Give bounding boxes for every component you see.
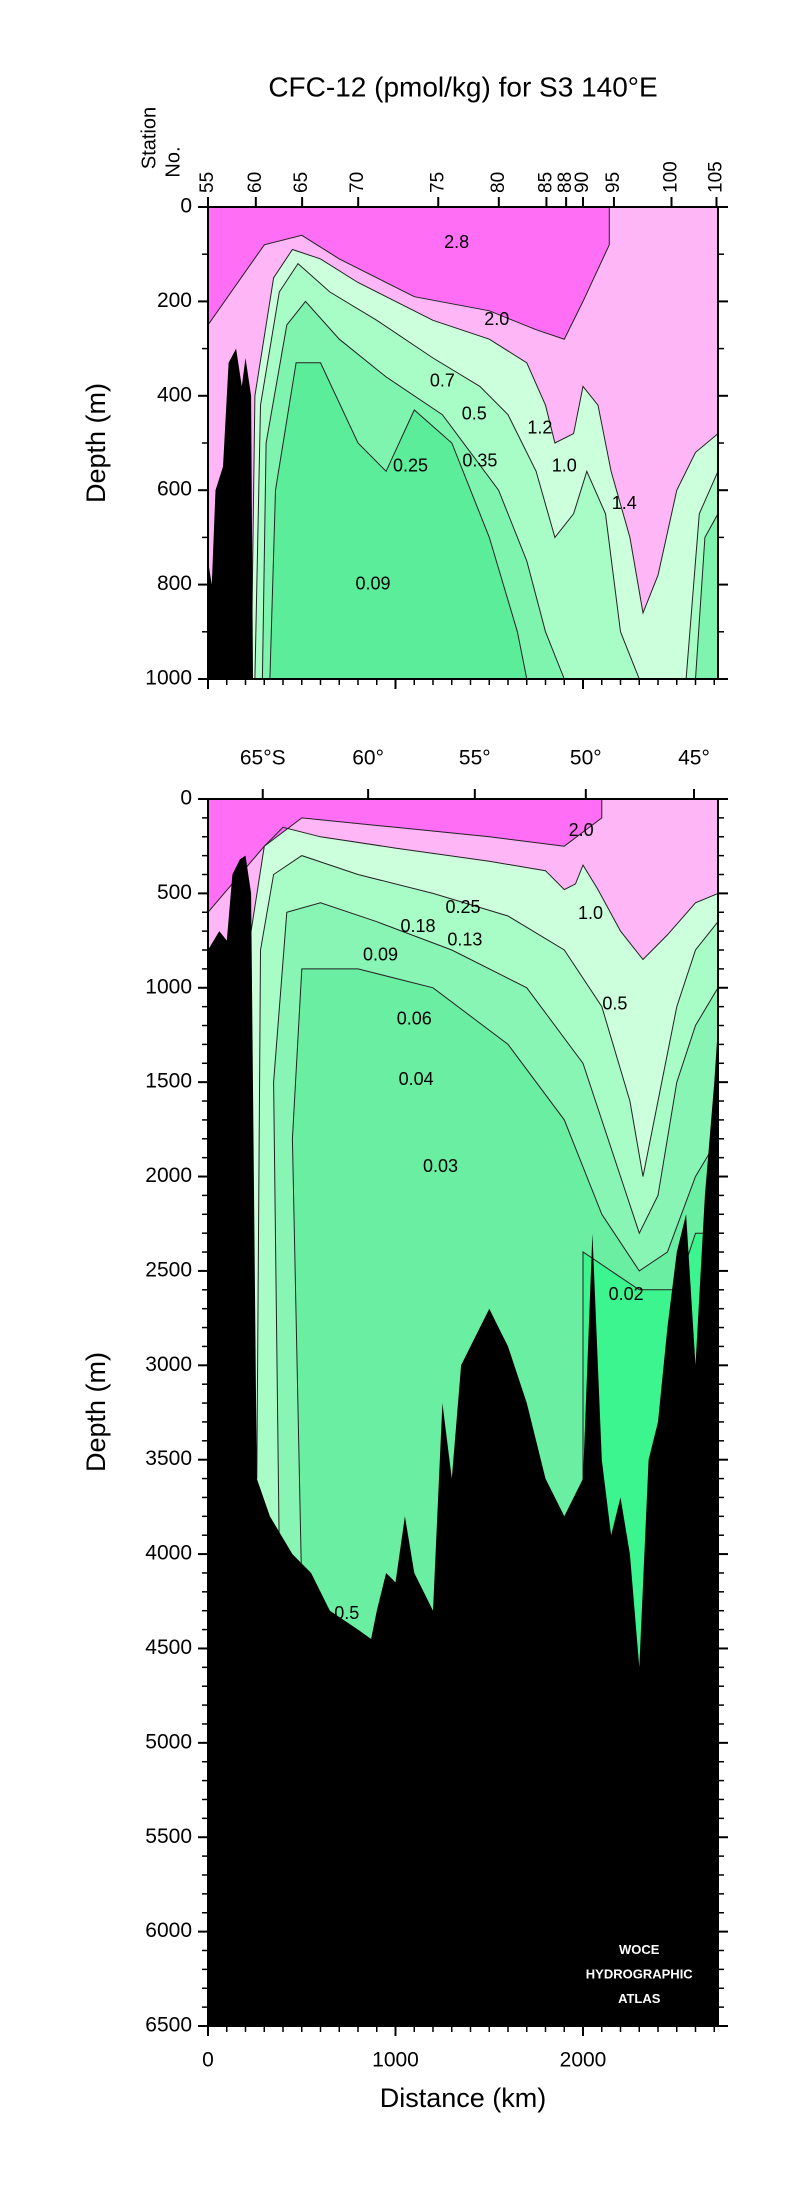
y-tick-label: 1500 <box>145 1070 192 1093</box>
contour-label: 0.02 <box>609 1284 644 1304</box>
y-tick-label: 1000 <box>145 667 192 690</box>
latitude-label: 55° <box>459 747 491 770</box>
contour-label: 0.09 <box>363 944 398 964</box>
y-tick-label: 0 <box>180 787 192 810</box>
station-label: 85 <box>535 172 556 193</box>
y-tick-label: 4500 <box>145 1636 192 1659</box>
x-axis-title: Distance (km) <box>380 2083 547 2113</box>
y-tick-label: 0 <box>180 195 192 218</box>
station-label: Station <box>138 107 160 169</box>
latitude-label: 50° <box>570 747 602 770</box>
contour-label: 2.0 <box>569 820 594 840</box>
field <box>208 207 718 679</box>
contour-label: 0.25 <box>445 897 480 917</box>
top-panel <box>208 207 718 679</box>
green-band <box>269 362 527 679</box>
contour-label: 1.0 <box>578 903 603 923</box>
bottom-panel <box>208 799 718 2026</box>
station-label: 65 <box>291 172 312 193</box>
contour-line <box>582 1232 718 2026</box>
station-label: 100 <box>661 161 682 193</box>
contour-label: 0.13 <box>447 929 482 949</box>
y-axis-title: Depth (m) <box>81 383 111 503</box>
contour-line <box>254 262 718 679</box>
y-tick-label: 600 <box>157 478 192 501</box>
contour-label: 0.7 <box>430 370 455 390</box>
y-tick-label: 1000 <box>145 975 192 998</box>
station-label: 88 <box>555 172 576 193</box>
contour-line <box>250 826 718 961</box>
x-tick-label: 0 <box>202 2049 214 2072</box>
contour-line <box>261 300 718 679</box>
field <box>208 799 718 2026</box>
y-tick-label: 500 <box>157 881 192 904</box>
contour-label: 0.35 <box>462 451 497 471</box>
contour-line <box>256 855 718 1479</box>
contour-line <box>273 902 718 1555</box>
contour-line <box>250 248 718 679</box>
contour-label: 0.25 <box>393 455 428 475</box>
contour-label: 0.03 <box>423 1156 458 1176</box>
plot-frame <box>207 798 719 2027</box>
logo-text: HYDROGRAPHIC <box>586 1966 694 1981</box>
contour-label: 1.0 <box>552 455 577 475</box>
contour-label: 0.5 <box>602 994 627 1014</box>
y-tick-label: 2500 <box>145 1258 192 1281</box>
y-tick-label: 800 <box>157 572 192 595</box>
y-tick-label: 6000 <box>145 1919 192 1942</box>
contour-label: 1.4 <box>612 493 637 513</box>
y-tick-label: 5000 <box>145 1730 192 1753</box>
contour-label: 0.18 <box>400 916 435 936</box>
x-tick-label: 1000 <box>372 2049 419 2072</box>
magenta-field <box>208 207 610 340</box>
station-label: 55 <box>197 172 218 193</box>
station-label: 70 <box>347 172 368 193</box>
latitude-label: 65°S <box>240 747 286 770</box>
station-label: 95 <box>603 172 624 193</box>
station-label: 60 <box>245 172 266 193</box>
contour-line <box>291 968 718 1592</box>
station-label: No. <box>162 146 184 177</box>
contour-label: 0.04 <box>399 1069 434 1089</box>
contour-label: 0.06 <box>397 1009 432 1029</box>
logo-text: WOCE <box>619 1942 660 1957</box>
latitude-label: 60° <box>352 747 384 770</box>
contour-label: 0.5 <box>462 403 487 423</box>
contour-line <box>208 799 603 913</box>
logo-text: ATLAS <box>618 1991 661 2006</box>
contour-label: 0.09 <box>355 573 390 593</box>
y-tick-label: 5500 <box>145 1825 192 1848</box>
station-label: 75 <box>427 172 448 193</box>
contour-line <box>208 207 610 340</box>
magenta-field <box>208 799 602 913</box>
contour-label: 0.5 <box>334 1603 359 1623</box>
bathymetry <box>208 348 253 679</box>
contour-label: 2.0 <box>484 309 509 329</box>
y-tick-label: 3500 <box>145 1447 192 1470</box>
contour-label: 1.2 <box>527 418 552 438</box>
y-tick-label: 3000 <box>145 1353 192 1376</box>
station-label: 80 <box>488 172 509 193</box>
latitude-label: 45° <box>678 747 710 770</box>
y-tick-label: 2000 <box>145 1164 192 1187</box>
x-tick-label: 2000 <box>560 2049 607 2072</box>
chart-title: CFC-12 (pmol/kg) for S3 140°E <box>268 71 657 102</box>
y-tick-label: 6500 <box>145 2014 192 2037</box>
bathymetry <box>208 855 718 2026</box>
y-tick-label: 4000 <box>145 1542 192 1565</box>
contour-line <box>269 362 528 679</box>
station-label: 105 <box>706 161 727 193</box>
y-tick-label: 400 <box>157 383 192 406</box>
station-label: 90 <box>572 172 593 193</box>
y-axis-title: Depth (m) <box>81 1352 111 1472</box>
contour-label: 2.8 <box>444 232 469 252</box>
y-tick-label: 200 <box>157 289 192 312</box>
